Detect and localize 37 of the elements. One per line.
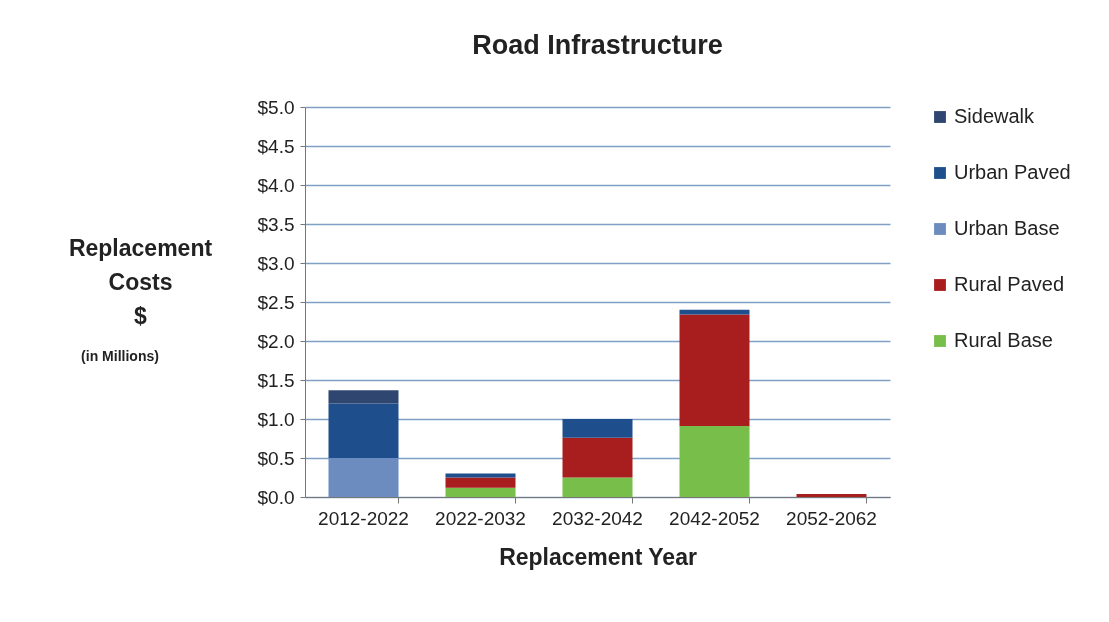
x-tick-label: 2032-2042 bbox=[552, 507, 643, 529]
bar bbox=[445, 473, 516, 478]
y-tick-label: $0.5 bbox=[257, 447, 295, 469]
bar bbox=[679, 426, 750, 497]
bar bbox=[562, 477, 633, 497]
y-tick-label: $1.0 bbox=[257, 408, 295, 430]
y-tick-label: $3.5 bbox=[257, 213, 295, 235]
x-tick-label: 2042-2052 bbox=[669, 507, 760, 529]
bar bbox=[679, 314, 750, 427]
y-tick-label: $2.5 bbox=[257, 291, 295, 313]
x-axis-title: Replacement Year bbox=[499, 543, 697, 570]
bar bbox=[445, 487, 516, 497]
bar bbox=[796, 493, 867, 497]
x-tick-label: 2052-2062 bbox=[786, 507, 877, 529]
y-tick-label: $4.5 bbox=[257, 135, 295, 157]
y-tick-label: $1.5 bbox=[257, 369, 295, 391]
bar bbox=[328, 390, 399, 404]
bar bbox=[328, 403, 399, 458]
legend-label: Rural Paved bbox=[954, 273, 1065, 295]
y-tick-label: $4.0 bbox=[257, 174, 295, 196]
y-tick-label: $5.0 bbox=[257, 96, 295, 118]
text: (in Millions) bbox=[80, 348, 160, 364]
bar bbox=[562, 419, 633, 438]
y-tick-label: $2.0 bbox=[257, 330, 295, 352]
chart-title: Road Infrastructure bbox=[472, 30, 723, 60]
legend-label: Urban Base bbox=[954, 217, 1060, 239]
y-tick-label: $3.0 bbox=[257, 252, 295, 274]
x-tick-label: 2022-2032 bbox=[435, 507, 526, 529]
legend-label: Rural Base bbox=[954, 329, 1053, 351]
y-axis-title: Replacement Costs $ bbox=[68, 234, 213, 329]
bar bbox=[562, 437, 633, 478]
legend-label: Sidewalk bbox=[954, 105, 1036, 127]
bar bbox=[445, 477, 516, 488]
y-tick-label: $0.0 bbox=[257, 486, 295, 508]
x-tick-label: 2012-2022 bbox=[318, 507, 409, 529]
bar bbox=[328, 458, 399, 497]
legend-label: Urban Paved bbox=[954, 161, 1071, 183]
